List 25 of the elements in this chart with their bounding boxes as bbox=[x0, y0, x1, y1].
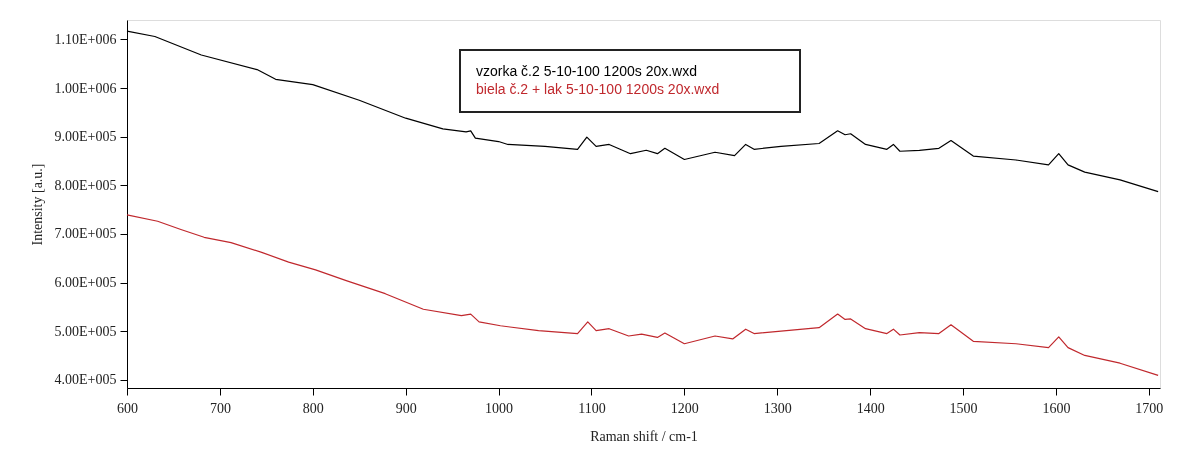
y-tick-label: 8.00E+005 bbox=[54, 177, 117, 193]
x-tick-label: 1100 bbox=[578, 400, 606, 416]
y-tick-label: 1.10E+006 bbox=[54, 31, 117, 47]
x-tick-label: 1300 bbox=[763, 400, 792, 416]
text: vzorka č.2 5-10-100 1200s 20x.wxd bbox=[476, 63, 698, 79]
x-tick-label: 600 bbox=[117, 400, 138, 416]
x-tick-label: 1600 bbox=[1042, 400, 1071, 416]
y-tick-label: 1.00E+006 bbox=[54, 80, 117, 96]
line-series bbox=[126, 214, 1159, 376]
text: biela č.2 + lak 5-10-100 1200s 20x.wxd bbox=[476, 81, 720, 97]
x-tick-label: 1000 bbox=[485, 400, 514, 416]
y-tick-label: 7.00E+005 bbox=[54, 226, 117, 242]
x-tick-label: 900 bbox=[395, 400, 417, 416]
y-tick-label: 6.00E+005 bbox=[54, 275, 117, 291]
y-tick-label: 4.00E+005 bbox=[54, 372, 117, 388]
x-tick-label: 1700 bbox=[1135, 400, 1164, 416]
y-tick-label: 9.00E+005 bbox=[54, 129, 117, 145]
x-axis-title: Raman shift / cm-1 bbox=[590, 428, 698, 444]
x-tick-label: 800 bbox=[302, 400, 324, 416]
x-tick-label: 1200 bbox=[670, 400, 699, 416]
y-tick-label: 5.00E+005 bbox=[54, 323, 117, 339]
x-tick-label: 700 bbox=[209, 400, 231, 416]
x-tick-label: 1500 bbox=[949, 400, 978, 416]
x-tick-label: 1400 bbox=[856, 400, 885, 416]
y-axis-title: Intensity [a.u.] bbox=[29, 163, 45, 246]
